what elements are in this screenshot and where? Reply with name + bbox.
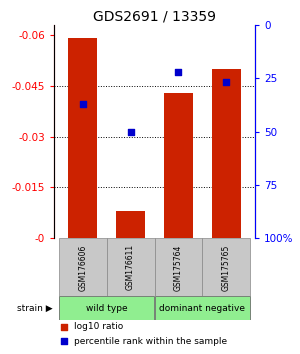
- Text: GSM175765: GSM175765: [222, 244, 231, 291]
- Bar: [59, 238, 106, 296]
- Text: strain ▶: strain ▶: [17, 304, 53, 313]
- Point: [176, 69, 181, 75]
- Text: log10 ratio: log10 ratio: [74, 322, 123, 331]
- Bar: [202, 238, 250, 296]
- Text: GSM175764: GSM175764: [174, 244, 183, 291]
- Text: wild type: wild type: [86, 304, 128, 313]
- Point: [224, 80, 229, 85]
- Text: percentile rank within the sample: percentile rank within the sample: [74, 337, 227, 346]
- Title: GDS2691 / 13359: GDS2691 / 13359: [93, 10, 216, 24]
- Point: [80, 101, 85, 107]
- Bar: [154, 296, 250, 320]
- Bar: [106, 238, 154, 296]
- Bar: [164, 92, 193, 238]
- Text: GSM176606: GSM176606: [78, 244, 87, 291]
- Text: dominant negative: dominant negative: [159, 304, 245, 313]
- Bar: [212, 69, 241, 238]
- Bar: [154, 238, 202, 296]
- Bar: [116, 211, 145, 238]
- Bar: [68, 38, 97, 238]
- Point: [62, 324, 67, 329]
- Text: GSM176611: GSM176611: [126, 244, 135, 290]
- Point: [128, 129, 133, 135]
- Point: [62, 339, 67, 344]
- Bar: [59, 296, 154, 320]
